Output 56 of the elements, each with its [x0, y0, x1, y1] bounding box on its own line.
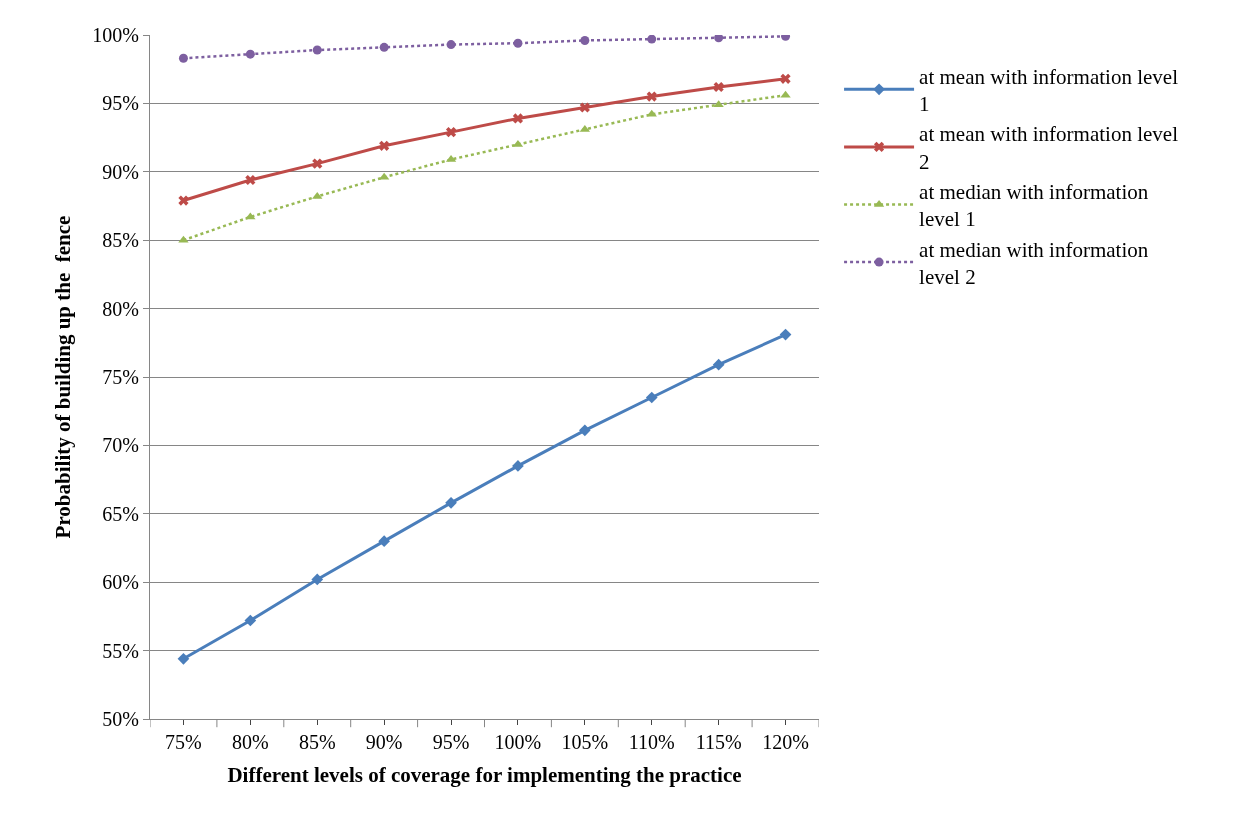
point [646, 109, 657, 117]
point [312, 45, 322, 55]
point [712, 358, 725, 371]
x-tick-label: 110% [628, 731, 675, 753]
point [178, 53, 188, 63]
point [512, 113, 524, 124]
point [177, 652, 190, 665]
x-tick-label: 80% [232, 731, 269, 753]
y-tick-label: 80% [102, 297, 139, 320]
x-tick-label: 95% [432, 731, 470, 753]
point [780, 73, 791, 84]
y-tick-label: 75% [102, 366, 139, 388]
x-axis-title: Different levels of coverage for implementing the practice [227, 763, 742, 788]
point [312, 158, 323, 169]
point [580, 35, 590, 45]
x-tick-label: 120% [762, 731, 809, 753]
point [579, 424, 591, 437]
point [713, 81, 724, 93]
point [379, 42, 389, 52]
point [245, 49, 255, 59]
point [713, 100, 724, 108]
x-tick-label: 75% [165, 731, 202, 753]
point [579, 102, 590, 113]
y-tick-label: 50% [102, 708, 139, 730]
point [647, 35, 657, 44]
y-axis-title: Probability of building up the fence [51, 215, 76, 539]
point [178, 195, 189, 206]
point [646, 91, 657, 102]
point [445, 127, 457, 138]
point [714, 35, 724, 43]
x-tick-label: 115% [695, 731, 742, 753]
x-tick-label: 100% [494, 731, 542, 753]
point [445, 497, 457, 509]
x-tick-label: 105% [561, 731, 609, 753]
x-tick-label: 90% [365, 731, 403, 753]
legend-label: at median with information level 2 [919, 237, 1149, 289]
y-tick-label: 90% [102, 160, 139, 183]
x-tick-label: 85% [298, 731, 336, 753]
y-tick-label: 100% [92, 24, 139, 46]
point [245, 212, 256, 220]
y-tick-label: 85% [102, 229, 139, 252]
y-tick-label: 55% [102, 639, 139, 662]
point [779, 328, 792, 341]
point [245, 174, 256, 186]
point [311, 573, 324, 586]
y-tick-label: 60% [102, 571, 139, 594]
point [645, 391, 658, 404]
y-tick-label: 70% [102, 434, 139, 457]
point [446, 40, 456, 50]
point [378, 535, 390, 548]
point [312, 191, 323, 199]
y-tick-label: 65% [102, 502, 139, 525]
point [244, 614, 257, 627]
y-tick-label: 95% [102, 92, 139, 115]
point [513, 38, 523, 48]
point [379, 140, 390, 151]
